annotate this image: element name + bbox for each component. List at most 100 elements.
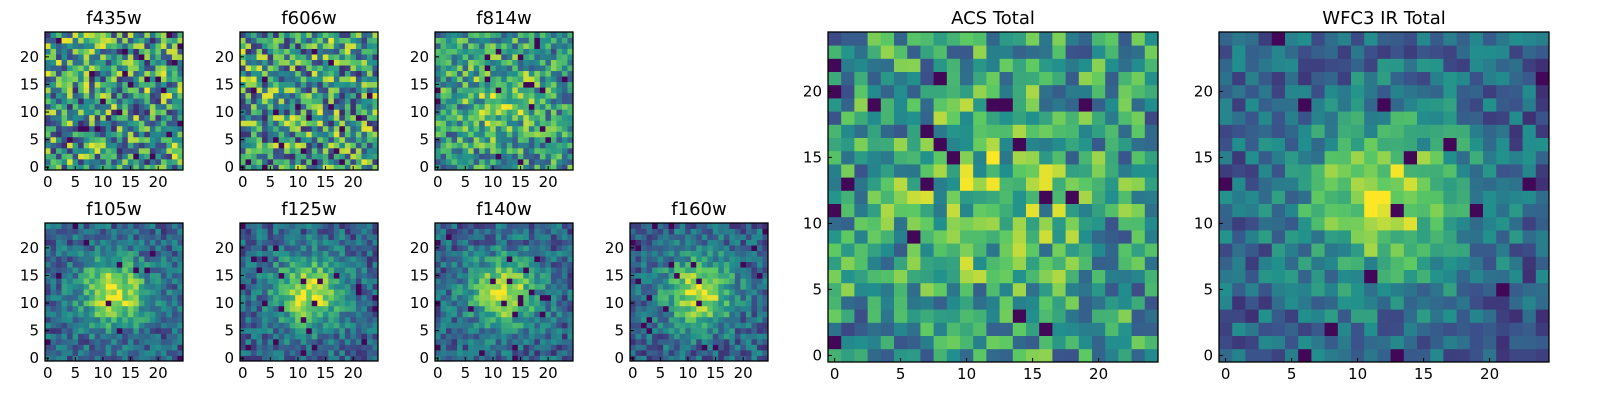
heatmap-cell (322, 294, 329, 301)
heatmap-cell (83, 239, 90, 246)
heatmap-cell (451, 32, 458, 38)
heatmap-cell (484, 37, 491, 44)
heatmap-cell (512, 289, 519, 296)
heatmap-cell (435, 294, 441, 301)
heatmap-cell (718, 300, 725, 307)
heatmap-cell (517, 136, 524, 143)
heatmap-cell (854, 230, 868, 244)
heatmap-cell (468, 250, 475, 257)
heatmap-cell (306, 120, 313, 127)
heatmap-cell (729, 289, 736, 296)
heatmap-cell (867, 111, 882, 125)
heatmap-cell (133, 250, 140, 257)
heatmap-cell (534, 239, 541, 246)
heatmap-cell (56, 245, 62, 251)
heatmap-cell (355, 125, 362, 132)
heatmap-cell (284, 125, 291, 132)
heatmap-cell (133, 283, 140, 290)
heatmap-cell (144, 153, 151, 160)
heatmap-cell (451, 338, 458, 345)
heatmap-cell (517, 294, 524, 301)
heatmap-cell (328, 32, 335, 38)
heatmap-cell (668, 316, 675, 323)
heatmap-cell (528, 316, 535, 323)
heatmap-cell (127, 59, 134, 66)
heatmap-cell (177, 300, 184, 307)
heatmap-cell (1131, 322, 1146, 336)
heatmap-cell (1105, 256, 1119, 270)
heatmap-cell (556, 32, 563, 38)
heatmap-cell (679, 344, 686, 351)
heatmap-cell (284, 120, 291, 127)
heatmap-cell (473, 338, 480, 345)
heatmap-cell (435, 87, 441, 94)
heatmap-cell (484, 267, 491, 274)
heatmap-cell (561, 87, 568, 94)
heatmap-cell (289, 289, 296, 296)
heatmap-cell (523, 267, 530, 274)
heatmap-cell (50, 147, 57, 154)
heatmap-cell (854, 190, 868, 204)
heatmap-cell (78, 158, 85, 165)
heatmap-cell (745, 316, 752, 323)
heatmap-cell (506, 48, 513, 55)
heatmap-cell (561, 316, 568, 323)
heatmap-cell (762, 338, 769, 345)
heatmap-cell (635, 272, 642, 279)
heatmap-cell (344, 289, 351, 296)
heatmap-cell (127, 37, 134, 44)
heatmap-cell (372, 65, 379, 72)
heatmap-cell (355, 131, 362, 138)
heatmap-cell (446, 109, 452, 116)
heatmap-cell (457, 98, 463, 105)
heatmap-cell (1105, 124, 1119, 138)
heatmap-cell (317, 355, 324, 362)
heatmap-cell (646, 223, 653, 229)
heatmap-cell (523, 261, 530, 268)
heatmap-cell (83, 228, 90, 235)
heatmap-cell (506, 283, 513, 290)
heatmap-cell (177, 114, 184, 121)
heatmap-cell (111, 278, 118, 285)
heatmap-cell (495, 48, 502, 55)
heatmap-cell (166, 305, 173, 312)
heatmap-cell (556, 278, 563, 285)
heatmap-cell (473, 355, 480, 362)
heatmap-cell (61, 59, 68, 66)
heatmap-cell (333, 125, 340, 132)
heatmap-cell (366, 65, 373, 72)
heatmap-cell (45, 344, 51, 351)
heatmap-cell (435, 261, 441, 268)
heatmap-cell (166, 322, 173, 329)
heatmap-cell (506, 70, 513, 77)
heatmap-cell (484, 245, 491, 251)
heatmap-cell (105, 65, 112, 72)
heatmap-cell (729, 267, 736, 274)
heatmap-cell (973, 230, 987, 244)
heatmap-cell (545, 37, 552, 44)
heatmap-cell (322, 98, 329, 105)
heatmap-cell (451, 305, 458, 312)
heatmap-cell (635, 294, 642, 301)
heatmap-cell (652, 228, 658, 235)
heatmap-cell (946, 282, 961, 297)
heatmap-cell (674, 245, 681, 251)
heatmap-cell (361, 81, 368, 88)
heatmap-cell (435, 92, 441, 99)
heatmap-cell (523, 92, 530, 99)
heatmap-cell (828, 111, 842, 125)
heatmap-cell (177, 223, 184, 229)
heatmap-cell (1144, 256, 1159, 270)
heatmap-cell (751, 256, 758, 263)
heatmap-cell (986, 309, 1000, 323)
heatmap-cell (484, 76, 491, 83)
heatmap-cell (512, 316, 519, 323)
heatmap-cell (273, 70, 280, 77)
heatmap-cell (440, 81, 447, 88)
heatmap-cell (729, 333, 736, 340)
heatmap-cell (479, 65, 486, 72)
heatmap-cell (523, 305, 530, 312)
heatmap-cell (762, 327, 769, 334)
heatmap-cell (457, 344, 463, 351)
heatmap-cell (556, 311, 563, 318)
